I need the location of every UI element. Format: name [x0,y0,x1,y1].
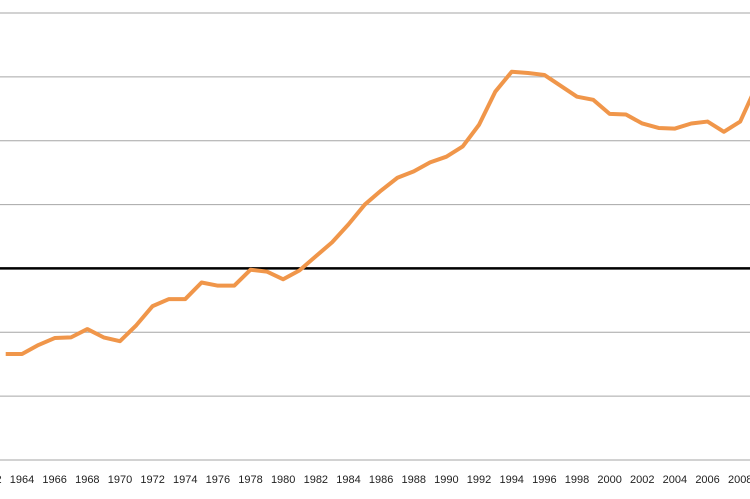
line [5,69,750,356]
x-tick-label: 2006 [695,474,719,486]
x-tick-label: 1966 [42,474,66,486]
x-tick-label: 1990 [434,474,458,486]
x-tick-label: 1984 [336,474,360,486]
x-tick-label: 2002 [630,474,654,486]
x-tick-label: 1968 [75,474,99,486]
x-tick-label: 1972 [140,474,164,486]
grid [0,12,750,461]
x-tick-label: 1986 [369,474,393,486]
x-tick-label: 1982 [304,474,328,486]
x-tick-label: 2008 [728,474,750,486]
x-tick-label: 1976 [206,474,230,486]
x-tick-label: 2000 [597,474,621,486]
series [5,69,750,356]
x-tick-label: 2004 [663,474,687,486]
x-tick-label: 1998 [565,474,589,486]
x-tick-label: 1980 [271,474,295,486]
x-tick-label: 1962 [0,474,2,486]
x-tick-label: 1970 [108,474,132,486]
x-tick-label: 1994 [499,474,523,486]
x-tick-label: 1974 [173,474,197,486]
x-tick-label: 1992 [467,474,491,486]
x-axis: 1962 1964 1966 1968 1970 1972 1974 1976 1978 1980… [0,474,750,486]
x-tick-label: 1988 [402,474,426,486]
x-tick-label: 1964 [10,474,34,486]
x-tick-label: 1996 [532,474,556,486]
x-tick-label: 1978 [238,474,262,486]
